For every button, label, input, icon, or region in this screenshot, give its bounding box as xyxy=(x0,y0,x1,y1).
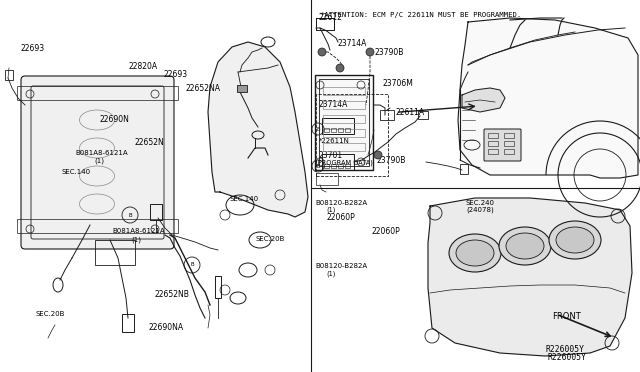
Bar xyxy=(150,204,162,220)
Text: 23706M: 23706M xyxy=(383,79,413,88)
Bar xyxy=(504,141,514,146)
Bar xyxy=(315,75,373,170)
Bar xyxy=(5,70,13,80)
Ellipse shape xyxy=(556,227,594,253)
Text: (1): (1) xyxy=(131,237,141,243)
Bar xyxy=(324,128,329,132)
Text: B08120-B282A: B08120-B282A xyxy=(316,263,367,269)
Text: B: B xyxy=(128,212,132,218)
Text: B: B xyxy=(316,164,320,169)
Bar xyxy=(17,219,178,233)
Text: SEC.20B: SEC.20B xyxy=(256,236,285,242)
Bar xyxy=(504,149,514,154)
Text: SEC.140: SEC.140 xyxy=(229,196,259,202)
Ellipse shape xyxy=(549,221,601,259)
Text: 22612: 22612 xyxy=(319,13,342,22)
Polygon shape xyxy=(462,88,505,112)
Bar xyxy=(316,173,338,185)
Circle shape xyxy=(318,48,326,56)
Text: SEC.240: SEC.240 xyxy=(466,200,495,206)
Polygon shape xyxy=(208,42,308,217)
Text: 23714A: 23714A xyxy=(338,39,367,48)
Ellipse shape xyxy=(456,240,494,266)
Bar xyxy=(460,164,468,174)
Text: 23790B: 23790B xyxy=(374,48,404,57)
Text: 22060P: 22060P xyxy=(326,213,355,222)
Circle shape xyxy=(366,48,374,56)
Bar xyxy=(323,129,365,137)
Bar xyxy=(322,118,354,134)
Circle shape xyxy=(374,151,382,159)
Bar xyxy=(17,86,178,100)
Text: 22060P: 22060P xyxy=(371,227,400,236)
Text: R226005Y: R226005Y xyxy=(546,345,585,354)
Bar xyxy=(237,85,247,92)
Text: 22611A: 22611A xyxy=(396,108,425,117)
Text: (1): (1) xyxy=(326,207,336,214)
Bar xyxy=(122,314,134,332)
Text: R226005Y: R226005Y xyxy=(547,353,586,362)
Bar xyxy=(345,128,350,132)
Bar xyxy=(488,141,498,146)
Text: 22690NA: 22690NA xyxy=(148,323,184,332)
Text: B: B xyxy=(316,126,320,131)
Text: 22693: 22693 xyxy=(163,70,188,79)
Bar xyxy=(323,101,365,109)
Bar xyxy=(215,276,221,298)
Text: B08120-B282A: B08120-B282A xyxy=(316,200,367,206)
Bar xyxy=(323,143,365,151)
Bar xyxy=(331,164,336,168)
Circle shape xyxy=(336,64,344,72)
Bar xyxy=(323,87,365,95)
Text: 22652N: 22652N xyxy=(134,138,164,147)
Polygon shape xyxy=(428,198,632,356)
Bar xyxy=(316,94,388,176)
Bar xyxy=(95,240,135,265)
Bar xyxy=(338,164,343,168)
Bar xyxy=(323,115,365,123)
Text: 23790B: 23790B xyxy=(376,156,406,165)
Bar xyxy=(418,111,428,119)
Text: B: B xyxy=(190,263,194,267)
Bar xyxy=(316,18,334,30)
Ellipse shape xyxy=(499,227,551,265)
Text: (24078): (24078) xyxy=(466,207,493,214)
Text: SEC.20B: SEC.20B xyxy=(35,311,65,317)
Text: SEC.140: SEC.140 xyxy=(61,169,91,175)
Bar xyxy=(488,133,498,138)
Bar xyxy=(345,164,350,168)
Text: *22611N: *22611N xyxy=(319,138,349,144)
Text: B081A8-6121A: B081A8-6121A xyxy=(76,150,128,155)
Polygon shape xyxy=(458,18,638,178)
Text: (PROGRAM DATA): (PROGRAM DATA) xyxy=(315,160,372,166)
Bar xyxy=(324,164,329,168)
Bar xyxy=(331,128,336,132)
FancyBboxPatch shape xyxy=(21,76,174,249)
Text: (1): (1) xyxy=(95,157,105,164)
Ellipse shape xyxy=(449,234,501,272)
Ellipse shape xyxy=(506,233,544,259)
Text: FRONT: FRONT xyxy=(552,312,580,321)
Text: 22690N: 22690N xyxy=(99,115,129,124)
Text: 22652NB: 22652NB xyxy=(155,291,189,299)
Text: 22820A: 22820A xyxy=(128,62,157,71)
Bar xyxy=(504,133,514,138)
Text: 22652NA: 22652NA xyxy=(186,84,221,93)
Bar xyxy=(319,79,369,166)
Bar xyxy=(322,154,354,170)
Text: 23701: 23701 xyxy=(319,151,343,160)
Text: B081A8-6121A: B081A8-6121A xyxy=(112,228,164,234)
Text: (1): (1) xyxy=(326,270,336,277)
Bar xyxy=(380,110,394,120)
FancyBboxPatch shape xyxy=(484,129,521,161)
Text: 22693: 22693 xyxy=(20,44,45,53)
Text: 23714A: 23714A xyxy=(319,100,348,109)
Bar xyxy=(338,128,343,132)
Text: *ATTENTION: ECM P/C 22611N MUST BE PROGRAMMED.: *ATTENTION: ECM P/C 22611N MUST BE PROGR… xyxy=(320,12,521,18)
Bar xyxy=(488,149,498,154)
